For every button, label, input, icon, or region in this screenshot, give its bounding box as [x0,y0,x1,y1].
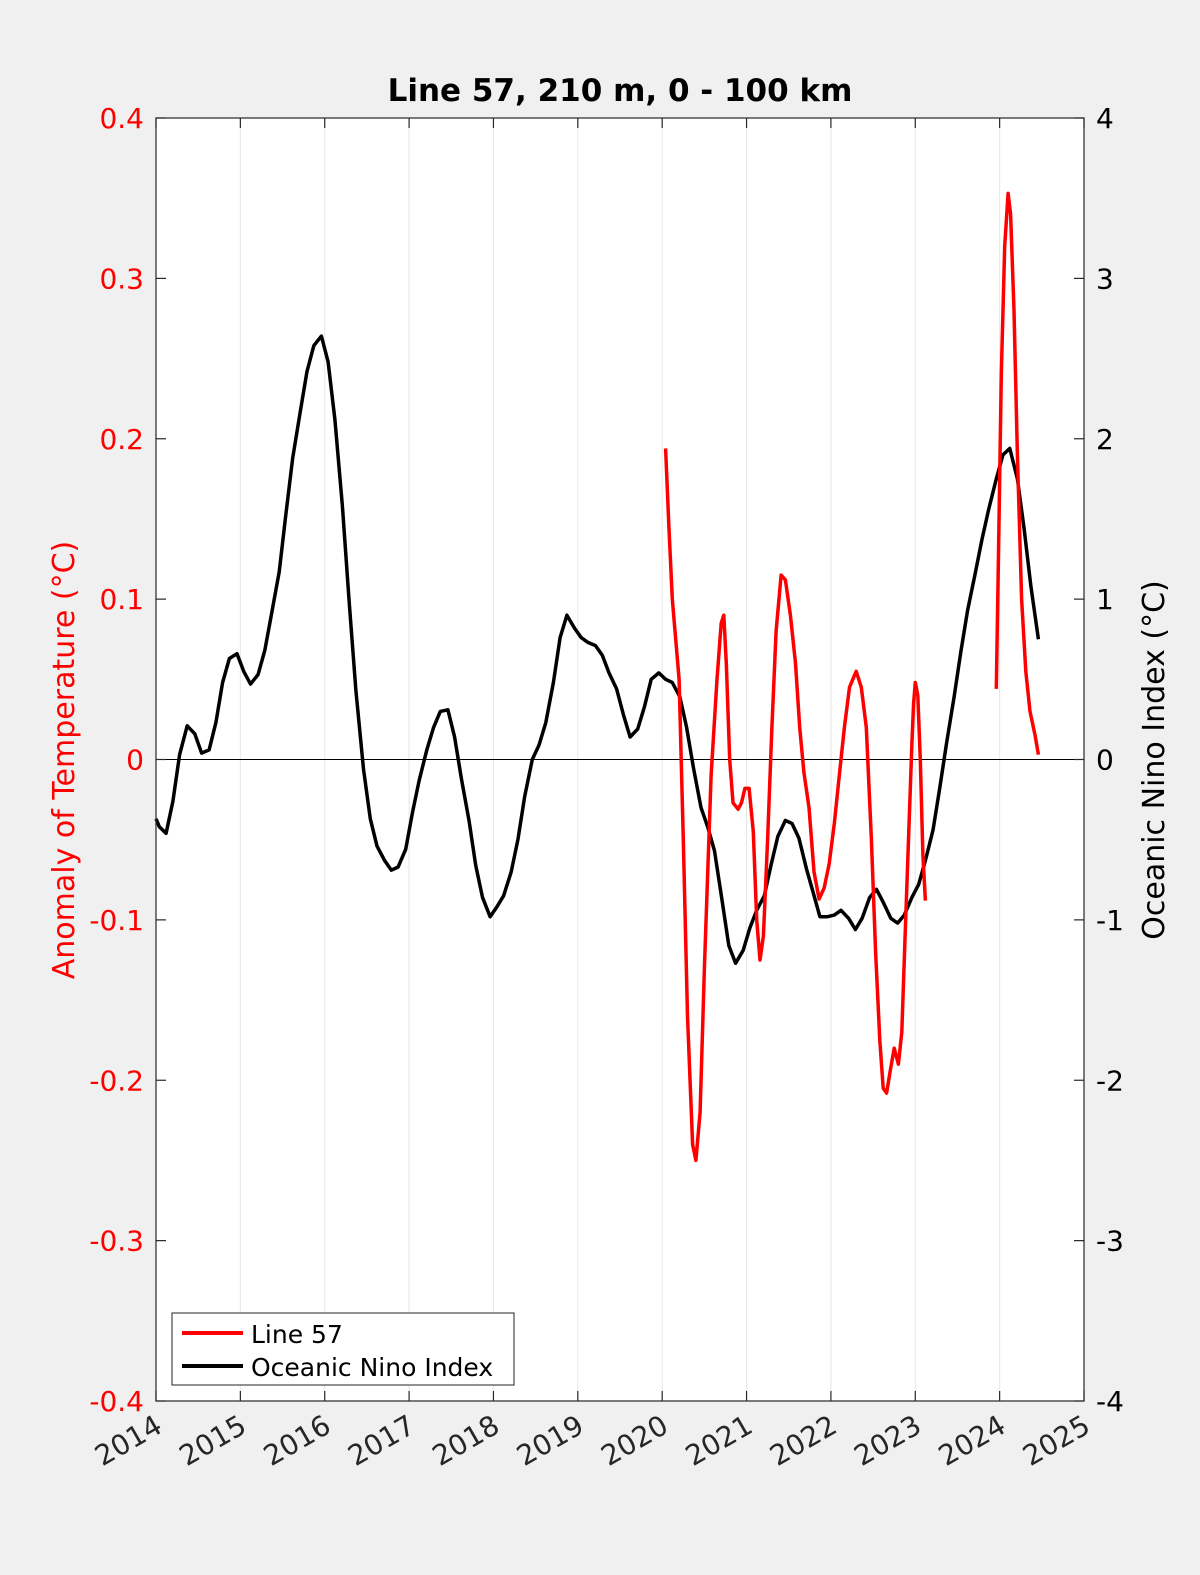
legend-box [171,1312,515,1386]
y-left-tick-label: -0.4 [89,1385,144,1418]
left-y-tick-labels: -0.4 -0.3 -0.2 -0.1 0 0.1 0.2 0.3 0.4 [89,102,144,1418]
y-left-tick-label: 0 [126,744,144,777]
y-left-tick-label: 0.1 [99,583,144,616]
legend: Line 57 Oceanic Nino Index [171,1312,515,1386]
y-right-tick-label: 0 [1096,744,1114,777]
left-axis-label: Anomaly of Temperature (°C) [47,541,82,980]
axis-ticks [155,117,1085,1402]
oni-line [154,334,1041,965]
y-left-tick-label: -0.2 [89,1064,144,1097]
chart-title: Line 57, 210 m, 0 - 100 km [388,73,853,109]
y-right-tick-label: -1 [1096,904,1124,937]
y-right-tick-label: 2 [1096,423,1114,456]
y-left-tick-label: 0.2 [99,423,144,456]
y-left-tick-label: 0.4 [99,102,144,135]
y-right-tick-label: -3 [1096,1225,1124,1258]
right-axis-label: Oceanic Nino Index (°C) [1137,580,1172,940]
y-right-tick-label: 4 [1096,102,1114,135]
line57-series [663,191,1041,1163]
legend-line57-label: Line 57 [251,1320,343,1349]
y-right-tick-label: 1 [1096,583,1114,616]
legend-oni-label: Oceanic Nino Index [251,1353,493,1382]
y-right-tick-label: -2 [1096,1064,1124,1097]
y-right-tick-label: -4 [1096,1385,1124,1418]
y-left-tick-label: -0.3 [89,1225,144,1258]
y-left-tick-label: -0.1 [89,904,144,937]
line57-line [994,191,1041,755]
y-right-tick-label: 3 [1096,262,1114,295]
right-y-tick-labels: -4 -3 -2 -1 0 1 2 3 4 [1096,102,1124,1418]
oni-series [154,334,1041,965]
line57-line [663,448,928,1163]
y-left-tick-label: 0.3 [99,262,144,295]
